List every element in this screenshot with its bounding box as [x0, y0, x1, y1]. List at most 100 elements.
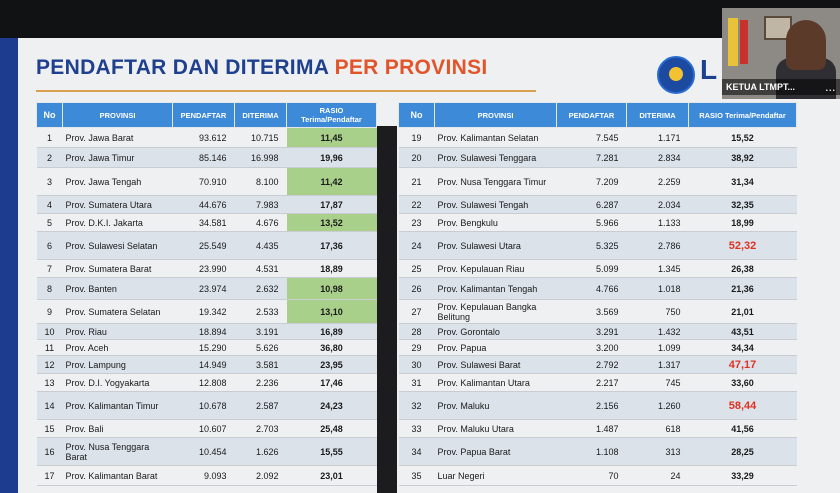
rasio-value: 10,98: [286, 277, 377, 300]
table-row: 21 Prov. Nusa Tenggara Timur 7.209 2.259 31,…: [398, 167, 797, 196]
col-header-rasio: RASIO Terima/Pendaftar: [286, 102, 377, 128]
flag-icon: [728, 18, 738, 66]
pendaftar-value: 2.792: [556, 355, 627, 374]
col-header-pendaftar: PENDAFTAR: [556, 102, 627, 128]
diterima-value: 750: [626, 299, 689, 324]
row-number: 17: [36, 465, 63, 486]
province-name: Prov. Lampung: [62, 355, 173, 374]
table-row: 32 Prov. Maluku 2.156 1.260 58,44: [398, 391, 797, 420]
rasio-value: 38,92: [688, 147, 797, 168]
table-row: 31 Prov. Kalimantan Utara 2.217 745 33,60: [398, 373, 797, 392]
diterima-value: 1.626: [234, 437, 287, 466]
rasio-value: 25,48: [286, 419, 377, 438]
rasio-value: 24,23: [286, 391, 377, 420]
pendaftar-value: 15.290: [172, 339, 235, 356]
video-call-top-bar: [0, 0, 840, 38]
diterima-value: 2.092: [234, 465, 287, 486]
table-row: 15 Prov. Bali 10.607 2.703 25,48: [36, 419, 377, 438]
row-number: 35: [398, 465, 435, 486]
more-options-icon[interactable]: ...: [825, 83, 836, 93]
pendaftar-value: 10.678: [172, 391, 235, 420]
province-name: Prov. Papua: [434, 339, 557, 356]
pendaftar-value: 12.808: [172, 373, 235, 392]
col-header-no: No: [398, 102, 435, 128]
province-name: Prov. Maluku Utara: [434, 419, 557, 438]
pendaftar-value: 4.766: [556, 277, 627, 300]
table-row: 7 Prov. Sumatera Barat 23.990 4.531 18,89: [36, 259, 377, 278]
province-name: Prov. Gorontalo: [434, 323, 557, 340]
col-header-rasio: RASIO Terima/Pendaftar: [688, 102, 797, 128]
diterima-value: 313: [626, 437, 689, 466]
pendaftar-value: 1.108: [556, 437, 627, 466]
rasio-value: 21,36: [688, 277, 797, 300]
rasio-value: 23,01: [286, 465, 377, 486]
row-number: 16: [36, 437, 63, 466]
table-row: 30 Prov. Sulawesi Barat 2.792 1.317 47,17: [398, 355, 797, 374]
pendaftar-value: 7.281: [556, 147, 627, 168]
diterima-value: 7.983: [234, 195, 287, 214]
table-row: 14 Prov. Kalimantan Timur 10.678 2.587 24,23: [36, 391, 377, 420]
table-row: 6 Prov. Sulawesi Selatan 25.549 4.435 17,36: [36, 231, 377, 260]
diterima-value: 2.632: [234, 277, 287, 300]
row-number: 13: [36, 373, 63, 392]
rasio-value: 16,89: [286, 323, 377, 340]
diterima-value: 5.626: [234, 339, 287, 356]
province-name: Prov. Jawa Barat: [62, 127, 173, 148]
province-name: Prov. Jawa Tengah: [62, 167, 173, 196]
pendaftar-value: 9.093: [172, 465, 235, 486]
participant-video-tile[interactable]: KETUA LTMPT... ...: [722, 8, 840, 99]
table-row: 23 Prov. Bengkulu 5.966 1.133 18,99: [398, 213, 797, 232]
col-header-diterima: DITERIMA: [234, 102, 287, 128]
row-number: 5: [36, 213, 63, 232]
province-name: Prov. Sulawesi Selatan: [62, 231, 173, 260]
diterima-value: 4.531: [234, 259, 287, 278]
province-name: Prov. D.K.I. Jakarta: [62, 213, 173, 232]
diterima-value: 745: [626, 373, 689, 392]
col-header-provinsi: PROVINSI: [434, 102, 557, 128]
pendaftar-value: 70: [556, 465, 627, 486]
pendaftar-value: 2.156: [556, 391, 627, 420]
pendaftar-value: 44.676: [172, 195, 235, 214]
row-number: 7: [36, 259, 63, 278]
rasio-value: 47,17: [688, 355, 797, 374]
col-header-diterima: DITERIMA: [626, 102, 689, 128]
pendaftar-value: 5.325: [556, 231, 627, 260]
diterima-value: 1.432: [626, 323, 689, 340]
row-number: 12: [36, 355, 63, 374]
row-number: 19: [398, 127, 435, 148]
pendaftar-value: 85.146: [172, 147, 235, 168]
rasio-value: 43,51: [688, 323, 797, 340]
row-number: 21: [398, 167, 435, 196]
table-row: 33 Prov. Maluku Utara 1.487 618 41,56: [398, 419, 797, 438]
col-header-pendaftar: PENDAFTAR: [172, 102, 235, 128]
table-row: 1 Prov. Jawa Barat 93.612 10.715 11,45: [36, 127, 377, 148]
pendaftar-value: 14.949: [172, 355, 235, 374]
table-row: 35 Luar Negeri 70 24 33,29: [398, 465, 797, 486]
rasio-value: 26,38: [688, 259, 797, 278]
title-underline: [36, 90, 536, 92]
rasio-value: 18,89: [286, 259, 377, 278]
row-number: 6: [36, 231, 63, 260]
diterima-value: 2.236: [234, 373, 287, 392]
province-table-right: No PROVINSI PENDAFTAR DITERIMA RASIO Ter…: [398, 102, 797, 486]
diterima-value: 2.703: [234, 419, 287, 438]
table-row: 13 Prov. D.I. Yogyakarta 12.808 2.236 17,46: [36, 373, 377, 392]
row-number: 2: [36, 147, 63, 168]
pendaftar-value: 6.287: [556, 195, 627, 214]
logo-text: L: [700, 54, 718, 85]
row-number: 9: [36, 299, 63, 324]
rasio-value: 21,01: [688, 299, 797, 324]
row-number: 23: [398, 213, 435, 232]
diterima-value: 2.259: [626, 167, 689, 196]
diterima-value: 2.786: [626, 231, 689, 260]
ministry-logo-icon: [657, 56, 695, 94]
row-number: 27: [398, 299, 435, 324]
province-name: Prov. Kalimantan Utara: [434, 373, 557, 392]
province-name: Prov. Papua Barat: [434, 437, 557, 466]
province-table-left: No PROVINSI PENDAFTAR DITERIMA RASIO Ter…: [36, 102, 377, 486]
province-name: Prov. Kalimantan Timur: [62, 391, 173, 420]
row-number: 28: [398, 323, 435, 340]
diterima-value: 618: [626, 419, 689, 438]
rasio-value: 32,35: [688, 195, 797, 214]
rasio-value: 13,10: [286, 299, 377, 324]
